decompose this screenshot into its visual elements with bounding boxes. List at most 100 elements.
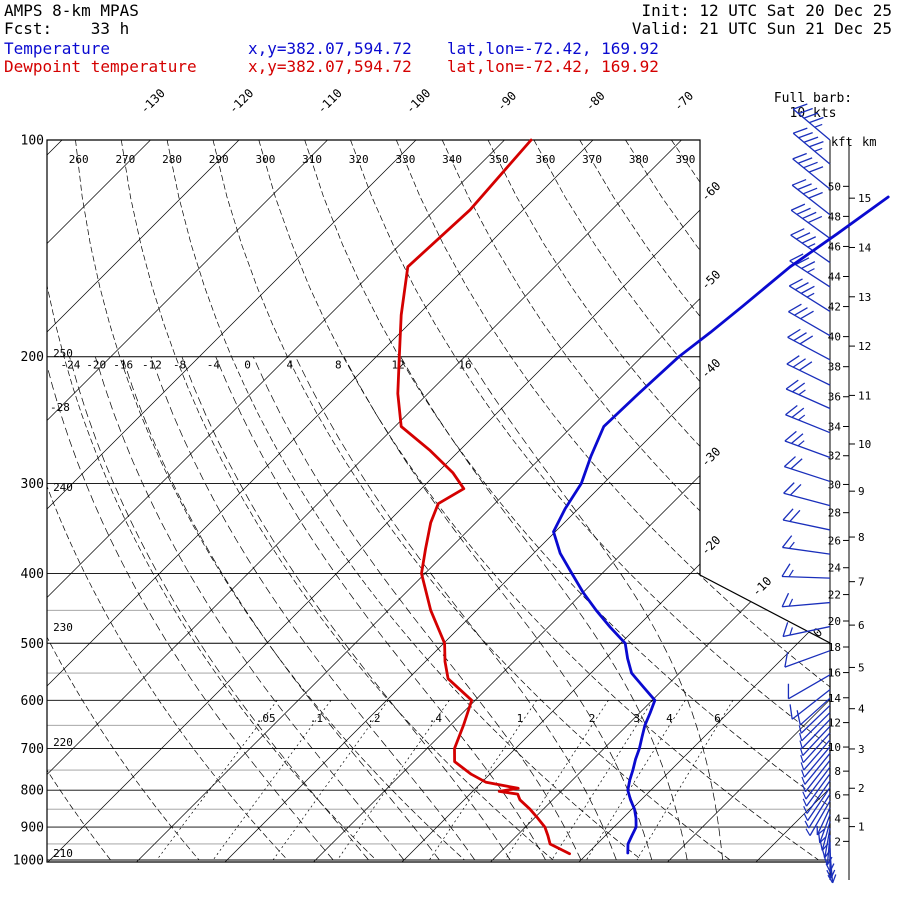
svg-text:26: 26 [828, 534, 841, 547]
svg-text:16: 16 [458, 359, 471, 372]
svg-text:30: 30 [828, 478, 841, 491]
svg-text:3: 3 [858, 743, 865, 756]
mixing-ratio-labels: .05 .1 .2 .4 1 2 3 4 6 [256, 712, 721, 725]
svg-text:4: 4 [858, 703, 865, 716]
svg-text:11: 11 [858, 389, 871, 402]
svg-text:18: 18 [828, 641, 841, 654]
svg-text:240: 240 [53, 481, 73, 494]
svg-text:210: 210 [53, 847, 73, 860]
svg-text:6: 6 [714, 712, 721, 725]
svg-text:.1: .1 [310, 712, 323, 725]
plot-frame [46, 139, 831, 880]
svg-text:900: 900 [21, 821, 44, 836]
svg-text:6: 6 [834, 789, 841, 802]
svg-text:310: 310 [302, 153, 322, 166]
svg-text:16: 16 [828, 667, 841, 680]
svg-text:2: 2 [589, 712, 596, 725]
height-axis: 2468101214161820222426283032343638404244… [828, 140, 872, 880]
svg-text:500: 500 [21, 637, 44, 652]
svg-text:50: 50 [828, 180, 841, 193]
svg-text:390: 390 [675, 153, 695, 166]
svg-text:24: 24 [828, 562, 842, 575]
svg-text:-110: -110 [315, 86, 345, 116]
svg-text:-8: -8 [173, 359, 186, 372]
svg-text:-20: -20 [698, 533, 723, 558]
svg-text:20: 20 [828, 615, 841, 628]
dry-adiabat-lines [47, 140, 830, 861]
svg-text:700: 700 [21, 742, 44, 757]
svg-text:-40: -40 [698, 356, 723, 381]
svg-text:330: 330 [395, 153, 415, 166]
svg-text:-10: -10 [749, 574, 774, 599]
svg-text:-100: -100 [403, 86, 433, 116]
svg-text:4: 4 [834, 812, 841, 825]
kft-axis-header: kft [831, 135, 853, 149]
valid-time: Valid: 21 UTC Sun 21 Dec 25 [631, 19, 892, 38]
svg-text:2: 2 [834, 835, 841, 848]
svg-text:800: 800 [21, 784, 44, 799]
svg-text:-90: -90 [494, 89, 519, 114]
dewpoint-legend-label: Dewpoint temperature [4, 57, 197, 76]
svg-text:-28: -28 [50, 401, 70, 414]
svg-text:.4: .4 [429, 712, 443, 725]
svg-text:2: 2 [858, 782, 865, 795]
svg-text:6: 6 [858, 619, 865, 632]
svg-text:7: 7 [858, 576, 865, 589]
svg-text:100: 100 [21, 134, 44, 149]
svg-text:38: 38 [828, 361, 841, 374]
temperature-xy: x,y=382.07,594.72 [248, 39, 412, 58]
svg-text:9: 9 [858, 485, 865, 498]
temperature-latlon: lat,lon=-72.42, 169.92 [447, 39, 659, 58]
dewpoint-latlon: lat,lon=-72.42, 169.92 [447, 57, 659, 76]
svg-text:15: 15 [858, 192, 871, 205]
temperature-trace [552, 195, 890, 855]
svg-text:12: 12 [858, 340, 871, 353]
forecast-hour: Fcst: 33 h [4, 19, 130, 38]
temperature-legend-label: Temperature [4, 39, 110, 58]
dewpoint-xy: x,y=382.07,594.72 [248, 57, 412, 76]
svg-text:14: 14 [858, 241, 872, 254]
svg-text:40: 40 [828, 331, 841, 344]
svg-text:10: 10 [828, 741, 841, 754]
svg-text:8: 8 [834, 765, 841, 778]
isotherm-labels: -130 -120 -110 -100 -90 -80 -70-60-50-40-30-20… [138, 86, 826, 640]
svg-text:1: 1 [858, 821, 865, 834]
theta-labels: 260 270 280 290 300 310 320 330 340 350 360 370 380 3… [53, 153, 695, 860]
svg-text:34: 34 [828, 421, 842, 434]
svg-text:4: 4 [287, 359, 294, 372]
svg-text:-24: -24 [60, 359, 80, 372]
svg-text:-80: -80 [583, 89, 608, 114]
svg-text:230: 230 [53, 621, 73, 634]
svg-text:42: 42 [828, 301, 841, 314]
svg-text:360: 360 [535, 153, 555, 166]
svg-text:3: 3 [633, 712, 640, 725]
svg-text:-30: -30 [698, 444, 723, 469]
svg-text:-12: -12 [142, 359, 162, 372]
model-title: AMPS 8-km MPAS [4, 1, 139, 20]
barb-legend-line1: Full barb: [774, 91, 852, 106]
minor-isobar-lines [47, 609, 830, 845]
svg-text:380: 380 [629, 153, 649, 166]
svg-text:300: 300 [21, 477, 44, 492]
svg-text:280: 280 [162, 153, 182, 166]
major-isobar-lines [47, 139, 830, 861]
svg-text:300: 300 [255, 153, 275, 166]
svg-text:.05: .05 [256, 712, 276, 725]
svg-text:-16: -16 [113, 359, 133, 372]
svg-text:-60: -60 [698, 179, 723, 204]
svg-text:220: 220 [53, 736, 73, 749]
svg-text:14: 14 [828, 692, 842, 705]
svg-text:-130: -130 [138, 86, 168, 116]
svg-text:32: 32 [828, 450, 841, 463]
svg-text:5: 5 [858, 661, 865, 674]
svg-text:12: 12 [828, 717, 841, 730]
svg-text:13: 13 [858, 291, 871, 304]
svg-text:22: 22 [828, 589, 841, 602]
svg-text:350: 350 [489, 153, 509, 166]
svg-text:0: 0 [810, 625, 825, 640]
svg-text:270: 270 [115, 153, 135, 166]
sounding-traces [396, 138, 890, 856]
svg-text:290: 290 [209, 153, 229, 166]
svg-text:-70: -70 [671, 89, 696, 114]
